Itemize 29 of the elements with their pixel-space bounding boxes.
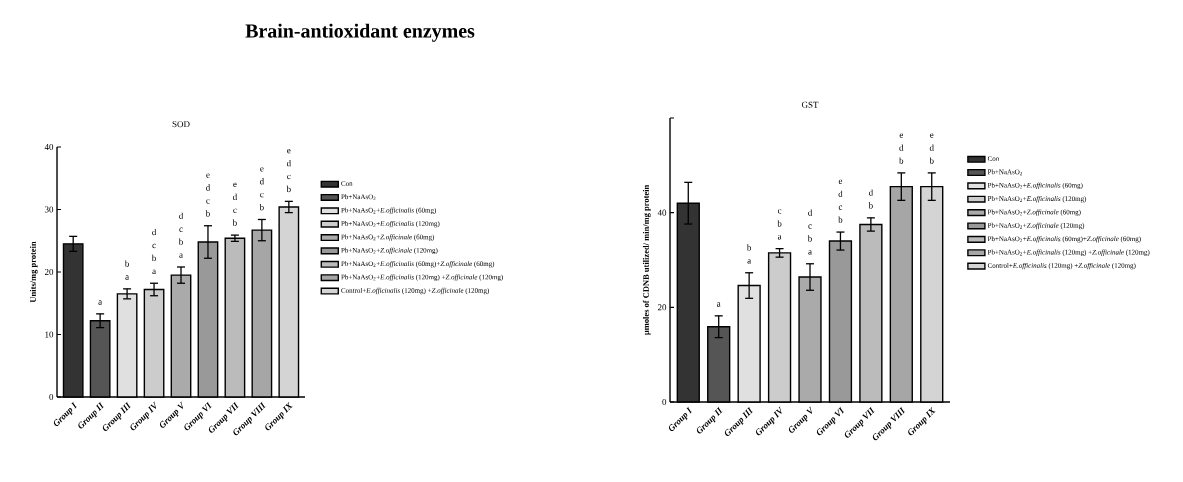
data-label: a bbox=[98, 300, 103, 305]
data-label: c b a bbox=[777, 209, 782, 240]
y-tick-label: 40 bbox=[44, 143, 54, 151]
y-tick-label: 10 bbox=[45, 331, 54, 338]
y-axis-title: Units/mg protein bbox=[29, 241, 38, 303]
data-label: e d c b bbox=[286, 149, 291, 193]
data-label: d c b a bbox=[178, 212, 184, 258]
y-tick-label: 20 bbox=[657, 304, 667, 311]
data-label: b a bbox=[124, 260, 129, 280]
y-tick-label: 40 bbox=[657, 209, 667, 216]
chart-title: GST bbox=[801, 101, 819, 108]
data-label: e d c b bbox=[205, 173, 211, 217]
data-label: b a bbox=[746, 244, 752, 264]
chart-subtitle: SOD bbox=[172, 121, 190, 128]
y-tick-label: 0 bbox=[662, 398, 667, 406]
data-label: d c b a bbox=[151, 228, 157, 275]
data-label: a bbox=[717, 302, 721, 307]
data-label: e d c b bbox=[838, 179, 843, 223]
data-label: e d b bbox=[929, 133, 934, 164]
data-label: d b bbox=[868, 189, 874, 209]
data-label: e d c b bbox=[259, 167, 265, 211]
y-tick-label: 30 bbox=[44, 206, 54, 213]
y-tick-label: 0 bbox=[49, 393, 54, 401]
data-label: e d b bbox=[899, 133, 904, 164]
data-label: d c b a bbox=[807, 209, 813, 255]
text: Brain-antioxidant enzymes bbox=[245, 23, 475, 42]
data-label: e d c b bbox=[232, 182, 238, 226]
y-axis-title: µmoles of CDNB utilized/ min/mg protein bbox=[642, 184, 651, 336]
y-tick-label: 20 bbox=[44, 268, 54, 276]
